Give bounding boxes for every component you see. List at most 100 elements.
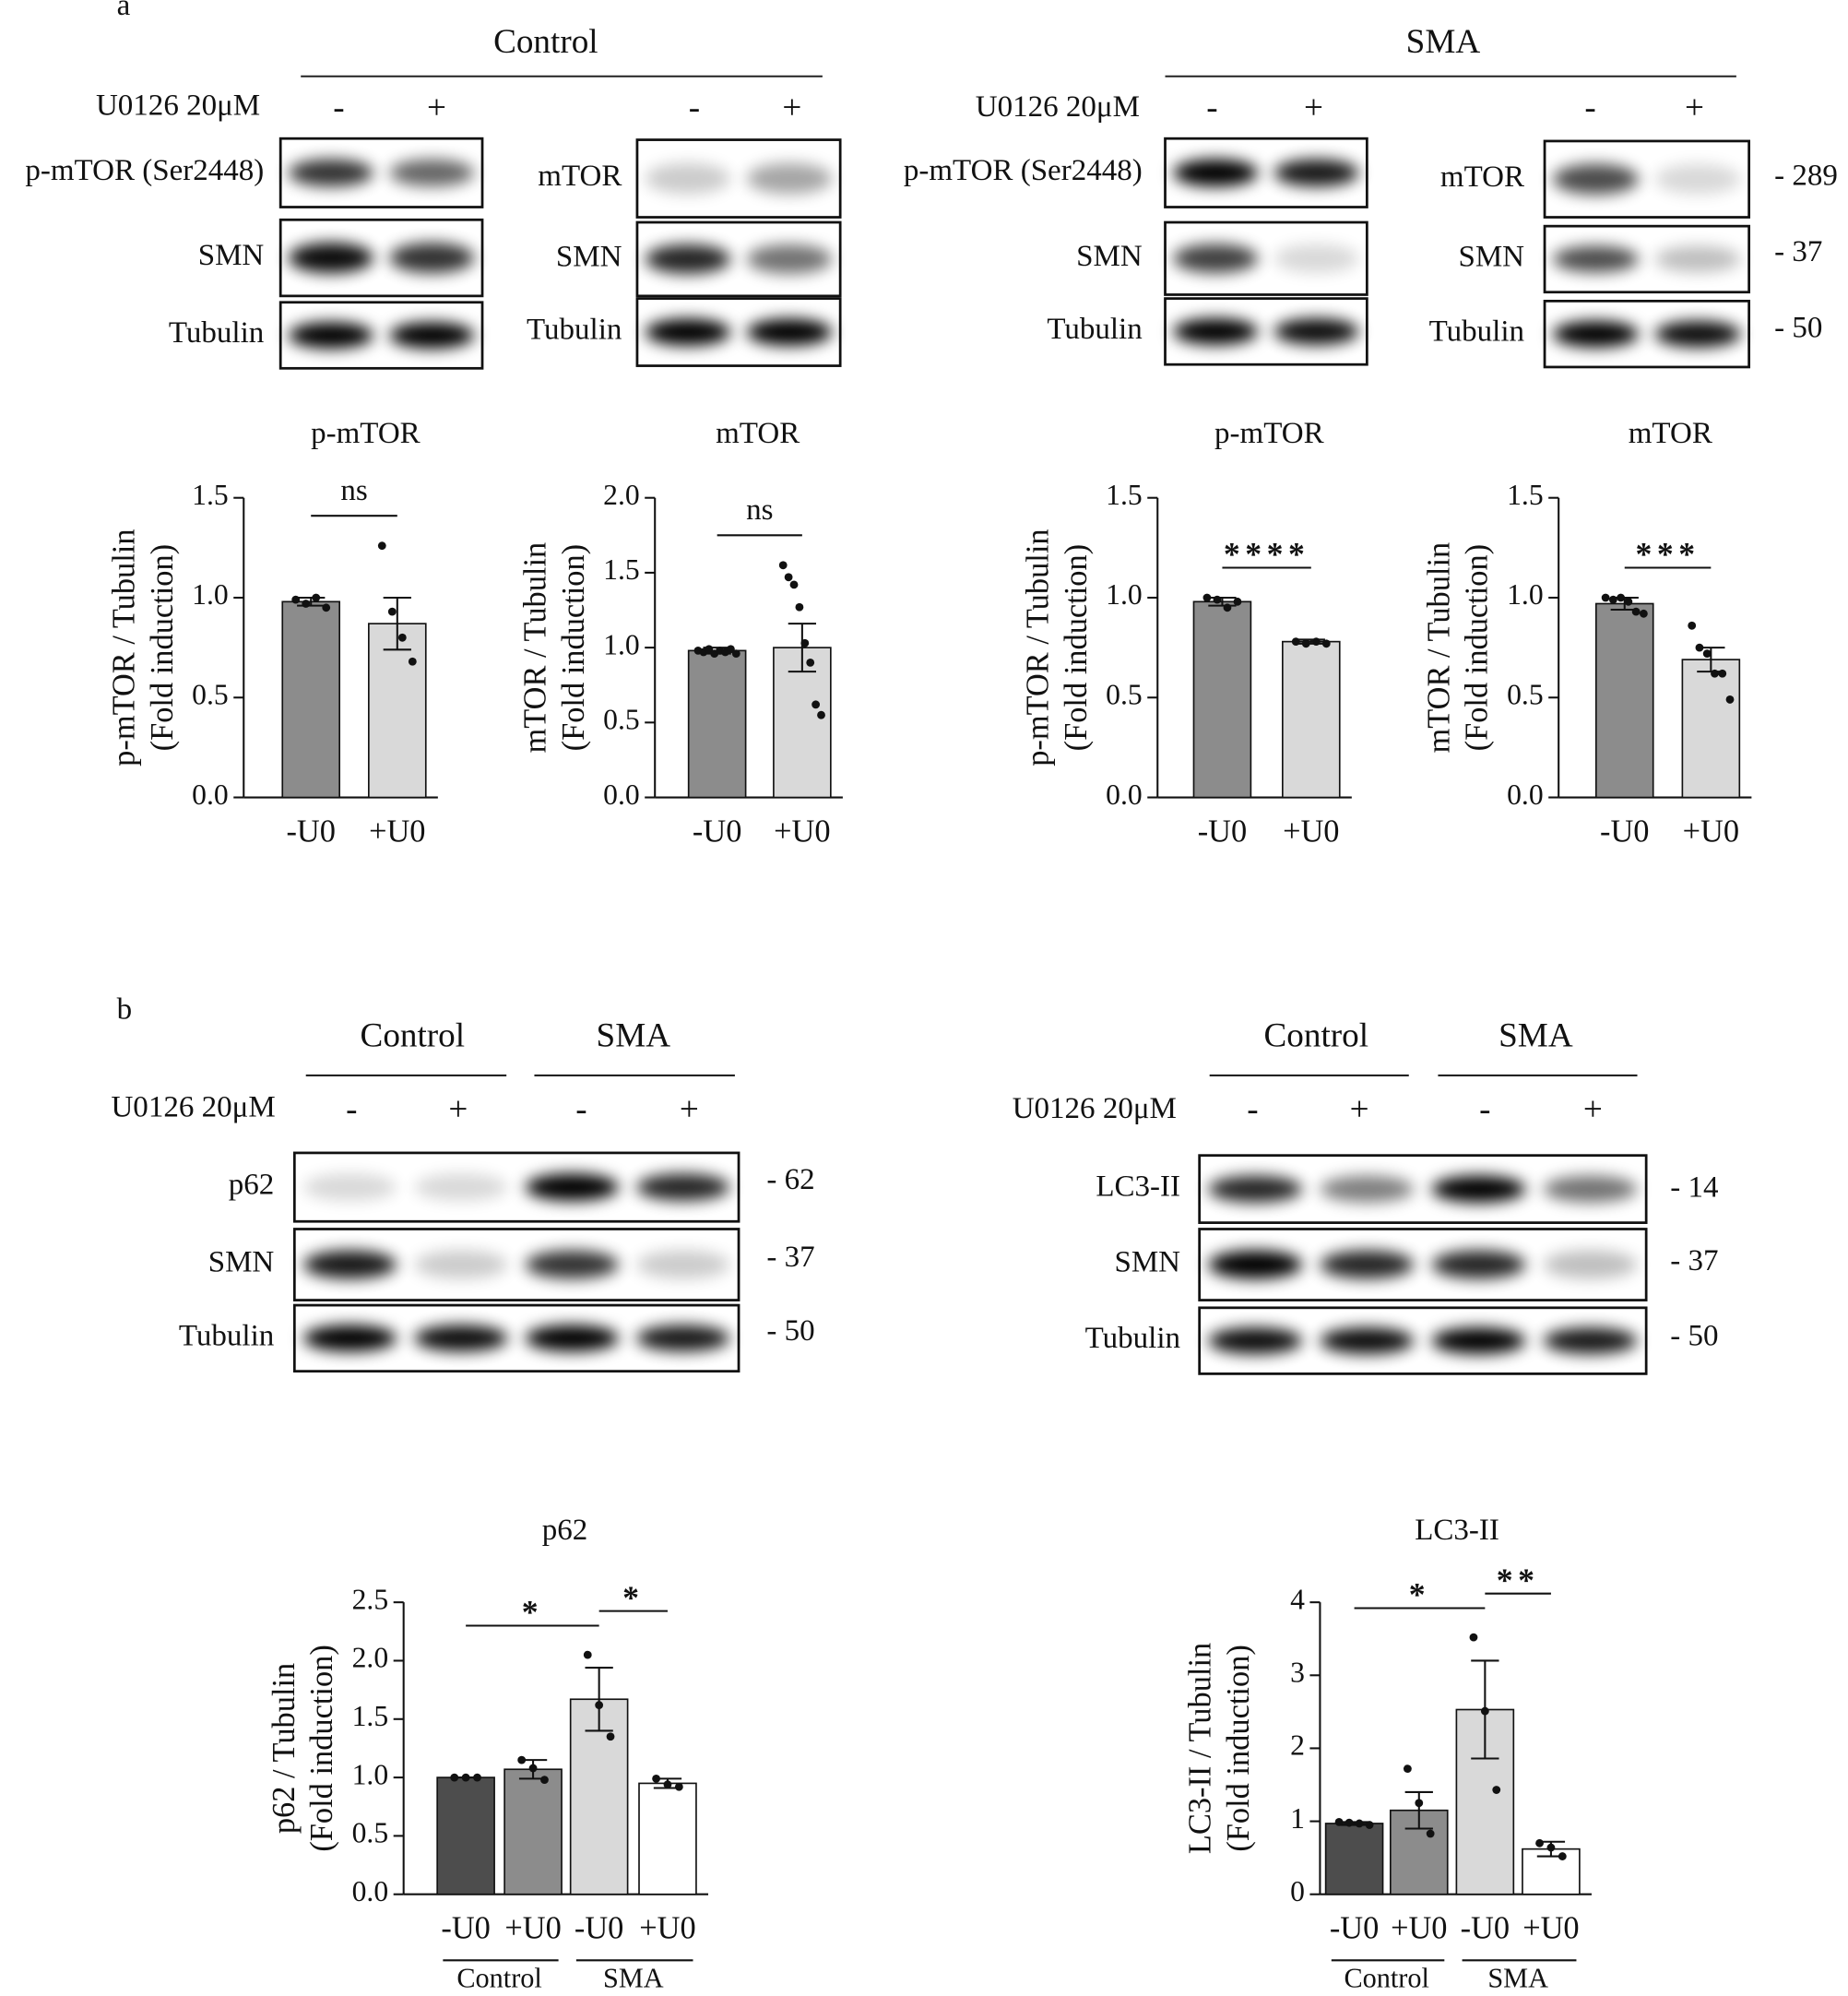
chart-title: mTOR [1629,417,1712,450]
treatment-label: U0126 20μM [111,1091,275,1124]
data-point [1711,669,1719,678]
y-tick-label: 1 [1290,1802,1305,1835]
data-point [312,593,321,602]
bar [1681,659,1741,799]
data-point [674,1782,683,1791]
blot-band [1273,318,1359,345]
blot-band [1543,1250,1638,1279]
blot-band [525,1325,619,1352]
row-label: Tubulin [1047,313,1143,346]
y-tick-label: 0.0 [1106,778,1143,811]
mw-marker: - 37 [766,1241,814,1274]
y-tick-label: 3 [1290,1657,1305,1689]
data-point [528,1764,538,1773]
data-point [595,1701,604,1709]
blot-band [1173,244,1259,273]
x-tick-label: -U0 [693,814,741,849]
blot-band [414,1325,508,1352]
bar [436,1776,495,1895]
row-label: p62 [229,1169,275,1202]
x-tick-label: +U0 [1391,1911,1447,1946]
data-point [1725,695,1735,704]
data-point [583,1650,592,1659]
row-label: SMN [556,241,622,274]
x-tick-label: -U0 [441,1911,490,1946]
y-tick-label: 0.0 [1507,778,1544,811]
blot-band [525,1250,619,1279]
row-label: Tubulin [1085,1322,1181,1355]
y-axis-label: mTOR / Tubulin [1421,542,1456,754]
lane-sign: - [1247,1090,1258,1128]
x-tick-label: +U0 [639,1911,695,1946]
y-tick-label: 1.5 [1507,479,1544,511]
x-tick-label: -U0 [1198,814,1247,849]
blot-band [389,243,475,274]
blot-band [645,244,731,274]
data-point [1415,1799,1424,1808]
blot-band [1173,318,1259,345]
blot-band [1431,1250,1526,1279]
mw-marker: - 289 [1774,159,1838,192]
bar [281,600,341,799]
data-point [1311,637,1321,647]
y-tick-label: 2.5 [352,1583,389,1615]
data-point [1223,603,1232,612]
error-bar [788,623,817,673]
y-axis-label: p-mTOR / Tubulin [107,529,142,766]
data-point [291,595,301,604]
blot-band [1273,244,1359,273]
row-label: p-mTOR (Ser2448) [25,154,264,187]
data-point [1617,593,1626,602]
data-point [461,1773,470,1782]
blot-band [636,1250,730,1279]
data-point [1345,1818,1354,1827]
data-point [606,1732,615,1741]
data-point [705,645,714,654]
data-point [517,1755,527,1764]
data-point [1601,593,1610,602]
row-label: Tubulin [169,316,265,350]
data-point [1291,637,1300,647]
data-point [473,1773,481,1782]
data-point [1480,1706,1489,1716]
blot-band [1208,1175,1303,1203]
y-tick-label: 0.0 [603,778,640,811]
data-point [1403,1764,1412,1774]
row-label: SMN [1076,240,1143,273]
error-bar [1404,1790,1433,1830]
significance-label: ns [746,493,773,527]
x-tick-label: +U0 [1283,814,1339,849]
chart-title: p-mTOR [311,417,421,450]
significance-label: **** [1224,536,1310,573]
blot-band [1543,1175,1638,1203]
blot-band [389,322,475,349]
y-tick-label: 1.5 [192,479,229,511]
blot-band [288,243,373,274]
y-tick-label: 1.5 [352,1700,389,1732]
blot-band [1552,245,1639,273]
blot-band [1173,159,1259,187]
y-axis-label: p62 / Tubulin [267,1663,302,1834]
x-tick-label: -U0 [286,814,335,849]
blot-band [1543,1327,1638,1354]
data-point [795,602,804,612]
group-header: SMA [597,1017,671,1055]
data-point [1233,597,1242,606]
significance-label: ** [1497,1562,1540,1598]
group-header: Control [493,23,598,61]
row-label: Tubulin [179,1319,275,1352]
y-tick-label: 0 [1290,1875,1305,1907]
data-point [1355,1819,1364,1828]
data-point [540,1776,549,1785]
blot-band [1320,1175,1415,1203]
y-tick-label: 1.5 [603,553,640,586]
bar [1281,640,1341,799]
data-point [1492,1786,1501,1794]
lane-sign: - [1584,89,1595,126]
lane-sign: + [1685,89,1704,126]
lane-sign: - [1206,89,1217,126]
row-label: LC3-II [1096,1170,1180,1204]
y-tick-label: 1.0 [603,628,640,660]
data-point [1546,1843,1556,1852]
